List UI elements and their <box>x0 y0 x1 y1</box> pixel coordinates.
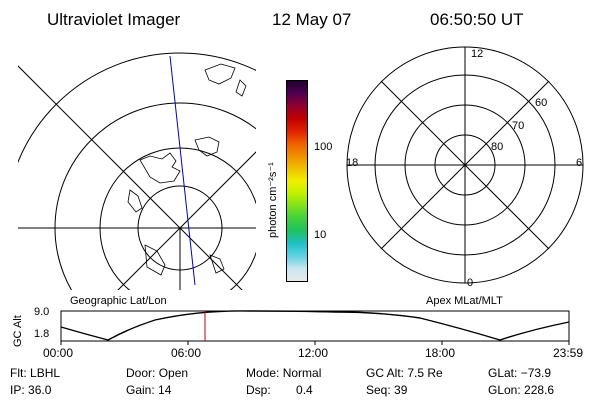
info-mode-key: Mode: <box>246 366 280 380</box>
timeline-xtick-2359: 23:59 <box>553 346 584 360</box>
timeline-ylabel: GC Alt <box>12 315 24 347</box>
info-gain: Gain: 14 <box>126 383 171 397</box>
info-gcalt-key: GC Alt: <box>366 366 405 380</box>
info-dsp: Dsp: 0.4 <box>246 383 313 397</box>
info-glat: GLat: −73.9 <box>488 366 551 380</box>
info-door-key: Door: <box>126 366 156 380</box>
apex-caption: Apex MLat/MLT <box>426 295 503 307</box>
info-seq: Seq: 39 <box>366 383 407 397</box>
mlt-label-12: 12 <box>471 48 484 60</box>
timeline-xtick-0600: 06:00 <box>171 346 202 360</box>
info-dsp-val: 0.4 <box>296 383 313 397</box>
timeline-ytick-bottom: 1.8 <box>34 328 50 340</box>
info-seq-val: 39 <box>394 383 408 397</box>
info-door: Door: Open <box>126 366 188 380</box>
info-seq-key: Seq: <box>366 383 391 397</box>
geographic-caption: Geographic Lat/Lon <box>70 295 167 307</box>
colorbar-tick-10: 10 <box>314 229 327 241</box>
mlt-label-0: 0 <box>467 277 474 289</box>
colorbar <box>286 80 308 282</box>
mlt-label-18: 18 <box>346 157 359 169</box>
info-mode: Mode: Normal <box>246 366 321 380</box>
info-ip-val: 36.0 <box>28 383 52 397</box>
info-gcalt: GC Alt: 7.5 Re <box>366 366 443 380</box>
info-glon-val: 228.6 <box>524 383 555 397</box>
info-flt-val: LBHL <box>30 366 61 380</box>
time-label: 06:50:50 UT <box>430 10 524 29</box>
timeline-xtick-0000: 00:00 <box>43 346 74 360</box>
info-door-val: Open <box>158 366 189 380</box>
info-gain-val: 14 <box>158 383 172 397</box>
info-glon: GLon: 228.6 <box>488 383 554 397</box>
instrument-title: Ultraviolet Imager <box>47 10 181 29</box>
info-glon-key: GLon: <box>488 383 521 397</box>
timeline-ytick-top: 9.0 <box>34 306 50 318</box>
mlt-label-6: 6 <box>576 157 583 169</box>
info-flt-key: Flt: <box>10 366 27 380</box>
info-mode-val: Normal <box>282 366 322 380</box>
colorbar-unit-label: photon cm⁻²s⁻¹ <box>267 162 279 238</box>
date-label: 12 May 07 <box>272 10 352 29</box>
timeline-xtick-1200: 12:00 <box>298 346 329 360</box>
info-glat-key: GLat: <box>488 366 518 380</box>
lat-label-70: 70 <box>512 120 525 132</box>
info-flt: Flt: LBHL <box>10 366 60 380</box>
info-ip: IP: 36.0 <box>10 383 51 397</box>
lat-label-60: 60 <box>535 97 548 109</box>
info-glat-val: −73.9 <box>520 366 552 380</box>
info-ip-key: IP: <box>10 383 25 397</box>
info-gcalt-val: 7.5 Re <box>407 366 443 380</box>
timeline-xtick-1800: 18:00 <box>425 346 456 360</box>
colorbar-tick-100: 100 <box>314 141 333 153</box>
info-gain-key: Gain: <box>126 383 155 397</box>
info-dsp-key: Dsp: <box>246 383 271 397</box>
lat-label-80: 80 <box>491 141 504 153</box>
